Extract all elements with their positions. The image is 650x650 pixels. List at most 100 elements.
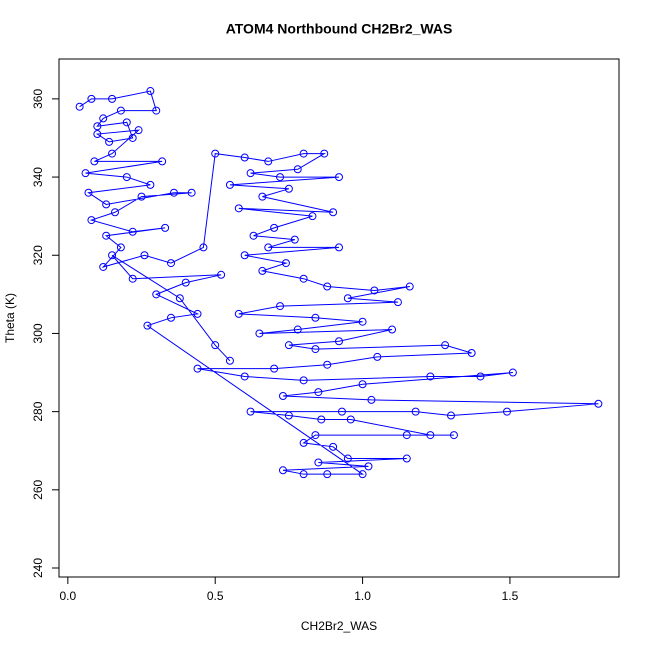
- data-point: [234, 204, 243, 213]
- y-tick-label: 320: [31, 245, 45, 265]
- data-point: [311, 431, 320, 440]
- data-point: [364, 462, 373, 471]
- data-point: [276, 302, 285, 311]
- plot-frame: [58, 58, 620, 578]
- data-point: [140, 251, 149, 260]
- data-point: [169, 188, 178, 197]
- data-point: [152, 290, 161, 299]
- data-point: [234, 309, 243, 318]
- data-point: [167, 259, 175, 268]
- data-point: [335, 243, 343, 252]
- data-point: [323, 470, 332, 479]
- y-tick-label: 280: [31, 401, 45, 421]
- data-point: [93, 130, 102, 139]
- data-point: [402, 454, 411, 463]
- x-tick-label: 0.0: [59, 589, 76, 603]
- data-point: [476, 372, 485, 381]
- data-point: [258, 266, 267, 275]
- data-point: [388, 325, 397, 334]
- data-point: [270, 364, 279, 373]
- data-point: [299, 149, 308, 158]
- data-line: [79, 90, 599, 475]
- data-point: [99, 114, 108, 123]
- data-point: [441, 341, 450, 350]
- data-point: [84, 188, 93, 197]
- data-point: [426, 372, 435, 381]
- data-point: [152, 106, 161, 115]
- data-point: [264, 157, 273, 166]
- data-point: [161, 223, 170, 232]
- data-point: [317, 415, 326, 424]
- data-point: [335, 173, 343, 182]
- data-point: [311, 345, 320, 354]
- data-point: [284, 411, 293, 420]
- chart-title: ATOM4 Northbound CH2Br2_WAS: [226, 21, 453, 37]
- data-point: [367, 395, 376, 404]
- data-point: [158, 157, 167, 166]
- data-point: [393, 298, 402, 307]
- data-point: [279, 391, 287, 400]
- data-point: [335, 337, 343, 346]
- data-point: [373, 352, 382, 361]
- data-point: [346, 415, 355, 424]
- y-tick-label: 240: [31, 558, 45, 578]
- data-point: [87, 94, 96, 103]
- data-point: [246, 169, 255, 178]
- data-point: [264, 243, 273, 252]
- data-point: [293, 325, 302, 334]
- data-point: [284, 184, 293, 193]
- data-point: [240, 372, 249, 381]
- data-point: [75, 102, 84, 111]
- data-point: [199, 243, 208, 252]
- data-point: [447, 411, 455, 420]
- data-point: [323, 360, 332, 369]
- data-point: [102, 200, 111, 209]
- data-point: [337, 407, 346, 416]
- data-point: [108, 149, 117, 158]
- y-axis-label: Theta (K): [3, 293, 17, 343]
- data-point: [108, 94, 117, 103]
- data-point: [449, 431, 458, 440]
- data-point: [411, 407, 420, 416]
- data-point: [193, 364, 202, 373]
- data-point: [299, 438, 308, 447]
- data-point: [299, 376, 308, 385]
- y-tick-label: 360: [31, 89, 45, 109]
- data-point: [146, 180, 155, 189]
- x-tick-label: 1.5: [502, 589, 519, 603]
- data-point: [128, 274, 137, 283]
- data-point: [343, 454, 352, 463]
- data-point: [594, 399, 603, 408]
- data-point: [122, 118, 131, 127]
- data-point: [225, 356, 234, 365]
- data-point: [128, 133, 137, 142]
- data-point: [343, 294, 352, 303]
- data-point: [211, 341, 220, 350]
- y-tick-label: 300: [31, 323, 45, 343]
- data-point: [90, 157, 99, 166]
- data-point: [108, 251, 117, 260]
- data-point: [281, 259, 290, 268]
- data-point: [217, 270, 226, 279]
- y-tick-label: 340: [31, 167, 45, 187]
- data-point: [105, 137, 114, 146]
- data-point: [81, 169, 90, 178]
- data-point: [276, 173, 285, 182]
- data-point: [290, 235, 299, 244]
- data-point: [99, 262, 108, 271]
- data-point: [320, 149, 329, 158]
- data-point: [225, 180, 234, 189]
- data-point: [134, 126, 143, 135]
- data-point: [308, 212, 317, 221]
- data-point: [116, 243, 125, 252]
- data-point: [102, 231, 111, 240]
- data-point: [143, 321, 152, 330]
- data-point: [255, 329, 264, 338]
- data-point: [167, 313, 175, 322]
- data-point: [467, 348, 476, 357]
- data-point: [246, 407, 255, 416]
- data-point: [329, 208, 338, 217]
- data-point: [508, 368, 517, 377]
- data-point: [87, 216, 96, 225]
